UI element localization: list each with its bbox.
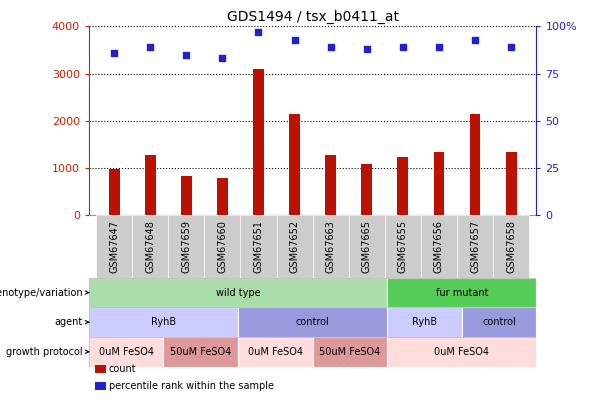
Bar (89, 278, 387, 307)
Bar (387, 307, 462, 337)
Point (398, 44, 408, 50)
Text: 50uM FeSO4: 50uM FeSO4 (319, 347, 381, 357)
Bar (164, 337, 238, 367)
Text: growth protocol: growth protocol (6, 347, 83, 357)
Text: GSM67659: GSM67659 (181, 220, 191, 273)
Bar (181, 176, 192, 215)
Bar (433, 152, 444, 215)
Point (218, 55, 227, 62)
Bar (462, 307, 536, 337)
Point (109, 49, 119, 56)
Bar (89, 337, 164, 367)
Point (254, 29, 264, 35)
Text: GSM67658: GSM67658 (506, 220, 516, 273)
Text: 0uM FeSO4: 0uM FeSO4 (99, 347, 154, 357)
Text: genotype/variation: genotype/variation (0, 288, 83, 298)
Bar (96, 215, 132, 278)
Point (181, 51, 191, 58)
Text: control: control (482, 317, 516, 327)
Bar (387, 337, 536, 367)
Bar (238, 307, 387, 337)
Point (362, 46, 371, 52)
Bar (276, 215, 313, 278)
Point (326, 44, 335, 50)
Bar (493, 215, 529, 278)
Text: fur mutant: fur mutant (436, 288, 488, 298)
Bar (145, 155, 156, 215)
Bar (89, 307, 238, 337)
Bar (349, 215, 385, 278)
Bar (313, 215, 349, 278)
Bar (289, 114, 300, 215)
Text: GSM67648: GSM67648 (145, 220, 155, 273)
Title: GDS1494 / tsx_b0411_at: GDS1494 / tsx_b0411_at (227, 10, 398, 24)
Bar (217, 178, 228, 215)
Text: control: control (295, 317, 330, 327)
Text: GSM67652: GSM67652 (289, 220, 300, 273)
Bar (457, 215, 493, 278)
Text: GSM67655: GSM67655 (398, 220, 408, 273)
Text: 50uM FeSO4: 50uM FeSO4 (170, 347, 231, 357)
Text: agent: agent (55, 317, 83, 327)
Point (290, 36, 300, 43)
Bar (385, 215, 421, 278)
Text: GSM67657: GSM67657 (470, 220, 480, 273)
Bar (326, 155, 336, 215)
Text: GSM67660: GSM67660 (218, 220, 227, 273)
Text: GSM67656: GSM67656 (434, 220, 444, 273)
Text: GSM67651: GSM67651 (254, 220, 264, 273)
Point (145, 44, 155, 50)
Text: percentile rank within the sample: percentile rank within the sample (109, 381, 273, 391)
Bar (204, 215, 240, 278)
Bar (132, 215, 169, 278)
Bar (506, 152, 517, 215)
Text: GSM67647: GSM67647 (109, 220, 119, 273)
Bar (238, 337, 313, 367)
Text: count: count (109, 364, 136, 373)
Bar (109, 169, 120, 215)
Bar (470, 114, 481, 215)
Text: wild type: wild type (216, 288, 261, 298)
Text: GSM67663: GSM67663 (326, 220, 336, 273)
Point (470, 36, 480, 43)
Bar (361, 164, 372, 215)
Bar (253, 69, 264, 215)
Text: RyhB: RyhB (151, 317, 176, 327)
Point (434, 44, 444, 50)
Text: 0uM FeSO4: 0uM FeSO4 (248, 347, 303, 357)
Bar (421, 215, 457, 278)
Bar (169, 215, 204, 278)
Bar (313, 337, 387, 367)
Point (506, 44, 516, 50)
Bar (240, 215, 276, 278)
Bar (387, 278, 536, 307)
Bar (397, 157, 408, 215)
Text: 0uM FeSO4: 0uM FeSO4 (434, 347, 489, 357)
Text: GSM67665: GSM67665 (362, 220, 371, 273)
Text: RyhB: RyhB (412, 317, 437, 327)
